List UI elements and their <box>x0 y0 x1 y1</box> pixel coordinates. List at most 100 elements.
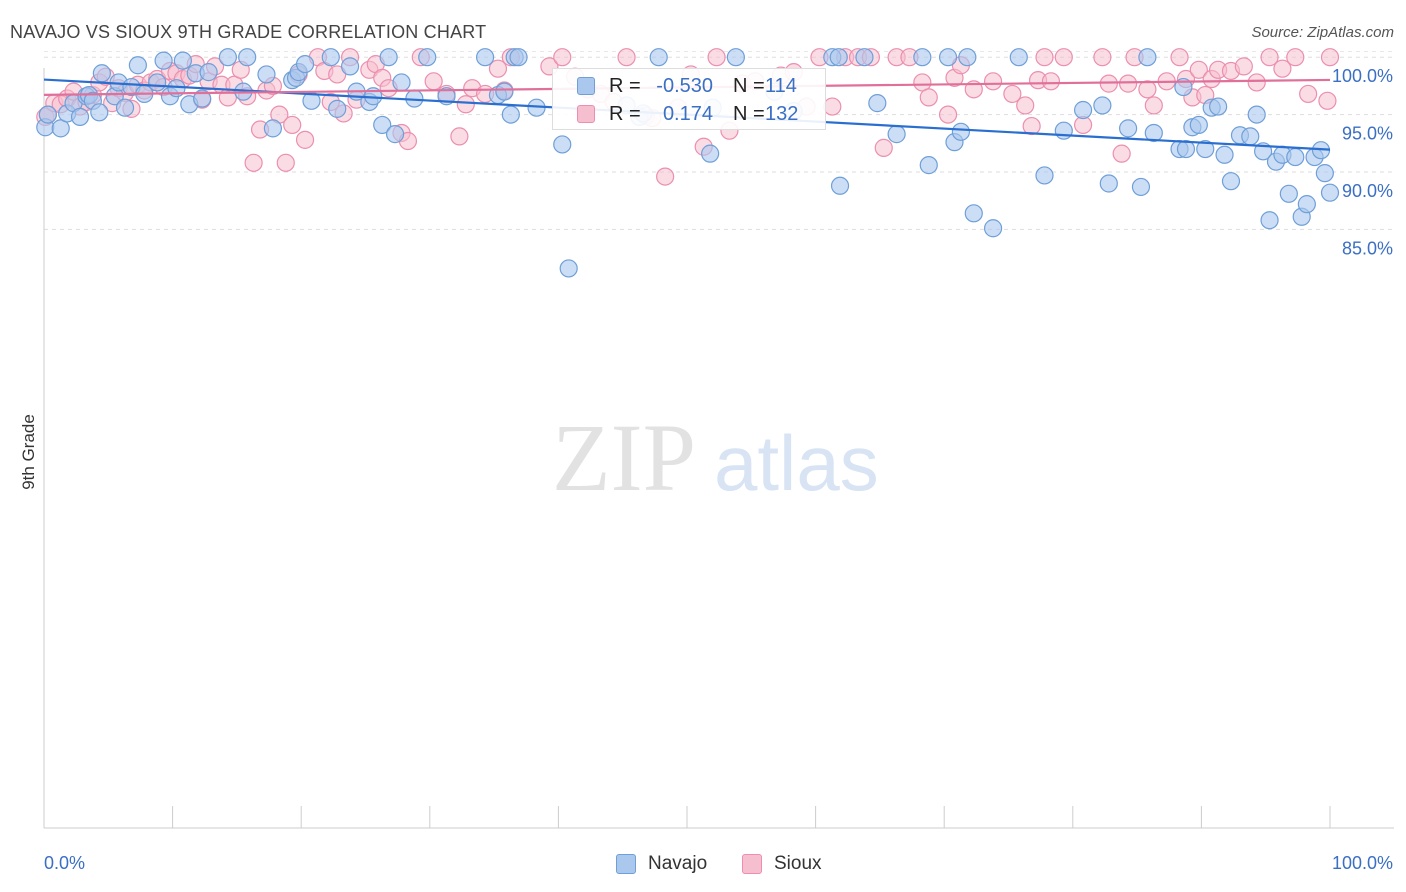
sioux-point <box>450 127 469 146</box>
navajo-point <box>1118 119 1138 138</box>
sioux-point <box>424 72 443 91</box>
navajo-point <box>1241 127 1260 146</box>
sioux-swatch <box>577 105 595 123</box>
navajo-point <box>92 64 111 83</box>
x-tick-label: 100.0% <box>1332 853 1393 873</box>
y-tick-label: 85.0% <box>1342 238 1393 258</box>
navajo-point <box>373 115 392 135</box>
navajo-point <box>1297 195 1316 214</box>
navajo-point <box>1099 174 1118 193</box>
sioux-point <box>1118 74 1138 93</box>
navajo-point <box>951 122 971 141</box>
navajo-point <box>829 48 848 67</box>
stats-row-sioux: R = 0.174 N = 132 <box>553 101 825 127</box>
navajo-point <box>340 57 360 76</box>
navajo-point <box>385 125 405 144</box>
navajo-point <box>701 144 720 163</box>
n-value: 114 <box>765 75 797 97</box>
navajo-point <box>238 48 257 67</box>
navajo-point <box>958 48 977 67</box>
navajo-point <box>1054 121 1073 140</box>
sioux-point <box>617 48 636 67</box>
navajo-point <box>199 63 218 82</box>
sioux-point <box>1247 73 1266 92</box>
navajo-point <box>173 51 192 70</box>
sioux-point <box>1318 91 1337 110</box>
navajo-point <box>1035 166 1054 185</box>
series-legend: Navajo Sioux <box>0 850 1406 878</box>
sioux-point <box>1138 80 1157 99</box>
x-tick-label: 0.0% <box>44 853 85 873</box>
navajo-point <box>509 48 528 67</box>
navajo-point <box>193 89 212 108</box>
navajo-point <box>501 105 520 124</box>
navajo-point <box>1009 48 1028 67</box>
navajo-point <box>983 219 1003 238</box>
navajo-point <box>938 48 958 67</box>
navajo-point <box>263 119 283 138</box>
watermark-zip: ZIP <box>552 404 696 511</box>
navajo-point <box>913 48 932 67</box>
y-tick-label: 100.0% <box>1332 66 1393 86</box>
navajo-point <box>218 48 237 67</box>
tick-labels: 85.0% 90.0% 95.0% 100.0% 0.0% 100.0% 9th Grade <box>19 66 1393 873</box>
sioux-point <box>456 95 475 114</box>
sioux-point <box>1016 96 1035 115</box>
y-tick-label: 95.0% <box>1342 124 1393 144</box>
sioux-point <box>1170 48 1189 67</box>
navajo-point <box>1196 139 1215 159</box>
source-label: Source: ZipAtlas.com <box>1251 24 1394 41</box>
navajo-point <box>649 48 668 67</box>
y-tick-label: 90.0% <box>1342 181 1393 201</box>
navajo-point <box>919 156 938 175</box>
sioux-point <box>1022 116 1041 136</box>
navajo-point <box>1209 97 1228 116</box>
navajo-point <box>328 99 347 118</box>
sioux-point <box>295 130 315 149</box>
navajo-point <box>1144 123 1163 143</box>
sioux-point <box>1320 48 1340 67</box>
navajo-point <box>1247 105 1266 124</box>
navajo-point <box>115 98 135 117</box>
sioux-point <box>276 153 295 172</box>
navajo-point <box>559 259 578 278</box>
stats-row-navajo: R = -0.530 N = 114 <box>553 73 825 99</box>
navajo-legend-swatch <box>616 854 636 874</box>
navajo-point <box>148 73 167 92</box>
navajo-point <box>38 105 57 124</box>
sioux-point <box>1054 48 1073 67</box>
sioux-point <box>328 65 347 84</box>
navajo-point <box>90 103 109 122</box>
sioux-point <box>707 48 726 67</box>
navajo-point <box>1286 147 1305 167</box>
navajo-point <box>1138 48 1157 67</box>
watermark-atlas: atlas <box>714 419 879 507</box>
navajo-point <box>128 56 147 75</box>
navajo-point <box>553 135 572 154</box>
navajo-point <box>1093 96 1112 115</box>
sioux-point <box>488 59 508 78</box>
navajo-point <box>1221 172 1241 191</box>
sioux-point <box>1260 48 1279 67</box>
sioux-point <box>938 105 958 124</box>
sioux-point <box>1144 96 1163 115</box>
sioux-point <box>1093 48 1112 67</box>
navajo-point <box>257 65 276 84</box>
r-label: R = <box>609 75 641 97</box>
navajo-point <box>830 176 850 195</box>
navajo-point <box>1260 211 1279 230</box>
navajo-point <box>1279 184 1298 203</box>
sioux-point <box>919 88 938 107</box>
navajo-point <box>154 51 173 70</box>
navajo-point <box>1176 139 1196 159</box>
navajo-point <box>418 48 437 67</box>
n-label: N = <box>733 75 765 97</box>
navajo-point <box>1174 77 1193 97</box>
sioux-legend-swatch <box>742 854 762 874</box>
axes-layer <box>43 68 1394 829</box>
n-value: 132 <box>765 103 799 125</box>
navajo-swatch <box>577 77 595 95</box>
sioux-point <box>1112 144 1131 163</box>
sioux-point <box>1189 60 1208 79</box>
y-axis-title: 9th Grade <box>19 414 38 490</box>
